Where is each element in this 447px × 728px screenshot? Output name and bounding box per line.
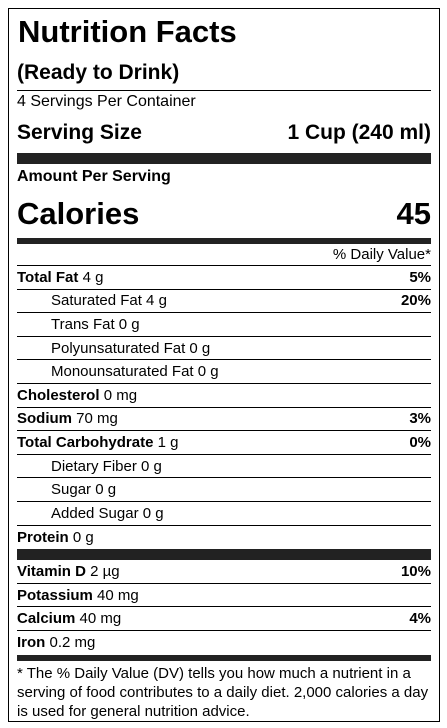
- nutrient-name: Calcium: [17, 610, 76, 628]
- nutrient: Protein 0 g: [17, 529, 94, 546]
- nutrient-amount: 0.2 mg: [49, 634, 96, 652]
- nutrient-name: Vitamin D: [17, 562, 86, 580]
- nutrient-amount: 40 mg: [97, 586, 139, 604]
- nutrient-row: Iron 0.2 mg: [17, 631, 431, 655]
- nutrient-name: Sugar 0 g: [51, 481, 117, 499]
- nutrient: Saturated Fat 4 g: [51, 292, 167, 309]
- serving-size-value: 1 Cup (240 ml): [287, 121, 431, 144]
- daily-value: 0%: [409, 433, 431, 451]
- nutrient: Total Carbohydrate 1 g: [17, 434, 178, 451]
- nutrient-row: Trans Fat 0 g: [17, 313, 431, 337]
- nutrient-name: Potassium: [17, 586, 93, 604]
- nutrient: Added Sugar 0 g: [51, 505, 164, 522]
- servings: 4 Servings Per Container: [17, 93, 196, 110]
- daily-value: 4%: [409, 610, 431, 628]
- nutrient-row: Total Fat 4 g 5%: [17, 266, 431, 290]
- nutrient-row: Saturated Fat 4 g 20%: [17, 290, 431, 314]
- nutrient: Iron 0.2 mg: [17, 634, 95, 651]
- nutrient-amount: 40 mg: [79, 610, 122, 628]
- nutrient-amount: 1 g: [157, 433, 179, 451]
- serving-size-label: Serving Size: [17, 121, 142, 144]
- nutrient-name: Total Carbohydrate: [17, 433, 154, 451]
- nutrient-name: Cholesterol: [17, 386, 100, 404]
- amount-per-serving: Amount Per Serving: [17, 168, 171, 185]
- rule: [17, 654, 431, 661]
- calories-label: Calories: [17, 196, 140, 231]
- nutrition-label: Nutrition Facts (Ready to Drink) 4 Servi…: [8, 8, 440, 722]
- nutrient-name: Protein: [17, 528, 69, 546]
- daily-value: 5%: [409, 268, 431, 286]
- nutrient: Cholesterol 0 mg: [17, 387, 137, 404]
- nutrient-amount: 70 mg: [76, 410, 118, 428]
- title: Nutrition Facts: [18, 14, 237, 49]
- rule: [17, 549, 431, 561]
- subtitle: (Ready to Drink): [17, 55, 431, 91]
- nutrient-row: Sodium 70 mg 3%: [17, 408, 431, 432]
- nutrient-name: Iron: [17, 634, 46, 652]
- daily-value: 3%: [409, 410, 431, 428]
- nutrient-amount: 0 mg: [103, 386, 138, 404]
- nutrient: Sugar 0 g: [51, 481, 116, 498]
- nutrient-row: Polyunsaturated Fat 0 g: [17, 337, 431, 361]
- nutrient: Total Fat 4 g: [17, 269, 103, 286]
- nutrient-row: Sugar 0 g: [17, 478, 431, 502]
- nutrient-name: Monounsaturated Fat 0 g: [51, 363, 219, 381]
- nutrient-row: Total Carbohydrate 1 g 0%: [17, 431, 431, 455]
- nutrient-row: Monounsaturated Fat 0 g: [17, 360, 431, 384]
- nutrient: Sodium 70 mg: [17, 410, 118, 427]
- nutrients: Total Fat 4 g 5% Saturated Fat 4 g 20% Trans…: [17, 266, 431, 549]
- dv-header: % Daily Value*: [17, 244, 431, 266]
- nutrient-row: Calcium 40 mg 4%: [17, 607, 431, 631]
- nutrient: Trans Fat 0 g: [51, 316, 140, 333]
- rule: [17, 238, 431, 244]
- nutrient-name: Added Sugar 0 g: [51, 504, 164, 522]
- nutrient: Potassium 40 mg: [17, 587, 139, 604]
- nutrient-name: Polyunsaturated Fat 0 g: [51, 339, 211, 357]
- nutrient-row: Dietary Fiber 0 g: [17, 455, 431, 479]
- calories: Calories 45: [17, 190, 431, 238]
- nutrient-row: Cholesterol 0 mg: [17, 384, 431, 408]
- nutrient-amount: 4 g: [82, 268, 104, 286]
- nutrient-row: Potassium 40 mg: [17, 584, 431, 608]
- nutrient-name: Total Fat: [17, 268, 79, 286]
- nutrient: Dietary Fiber 0 g: [51, 458, 162, 475]
- nutrient-row: Added Sugar 0 g: [17, 502, 431, 526]
- nutrient: Vitamin D 2 µg: [17, 563, 120, 580]
- nutrient-amount: 0 g: [72, 528, 94, 546]
- nutrient-name: Dietary Fiber 0 g: [51, 457, 162, 475]
- vitamins: Vitamin D 2 µg 10% Potassium 40 mg Calcium …: [17, 560, 431, 654]
- nutrient-name: Saturated Fat 4 g: [51, 292, 167, 310]
- daily-value: 10%: [400, 562, 431, 580]
- daily-value: 20%: [400, 292, 431, 310]
- nutrient-row: Protein 0 g: [17, 526, 431, 550]
- nutrient-row: Vitamin D 2 µg 10%: [17, 560, 431, 584]
- rule: [17, 153, 431, 164]
- calories-value: 45: [396, 196, 431, 231]
- footnote: * The % Daily Value (DV) tells you how m…: [17, 664, 429, 720]
- nutrient: Polyunsaturated Fat 0 g: [51, 340, 210, 357]
- nutrient-name: Sodium: [17, 410, 72, 428]
- nutrient: Calcium 40 mg: [17, 610, 121, 627]
- nutrient-name: Trans Fat 0 g: [51, 315, 140, 333]
- serving-size: Serving Size 1 Cup (240 ml): [17, 113, 431, 153]
- nutrient: Monounsaturated Fat 0 g: [51, 363, 219, 380]
- nutrient-amount: 2 µg: [90, 562, 120, 580]
